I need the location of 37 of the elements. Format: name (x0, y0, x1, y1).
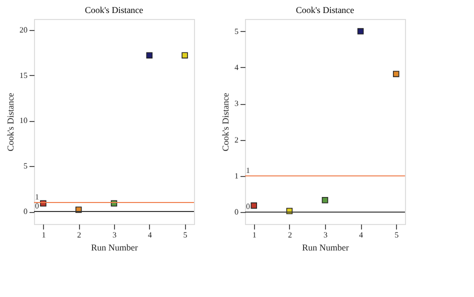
y-tick-label: 20 (20, 25, 28, 34)
x-axis-title: Run Number (302, 242, 349, 252)
y-axis-title: Cook's Distance (6, 92, 16, 152)
point (250, 202, 258, 209)
point (357, 28, 364, 34)
x-tick-label: 3 (112, 230, 116, 240)
ref-line-label: 0 (35, 202, 39, 211)
point (322, 197, 328, 204)
ref-line-label: 1 (246, 166, 250, 175)
x-tick-label: 4 (359, 230, 364, 240)
y-tick-label: 2 (234, 135, 238, 144)
y-tick-label: 0 (24, 207, 28, 216)
ref-line-label: 0 (246, 202, 250, 212)
y-tick-label: 5 (234, 26, 238, 36)
y-tick-label: 10 (20, 116, 28, 126)
y-tick-label: 5 (24, 162, 28, 171)
x-tick-label: 1 (252, 230, 256, 240)
ref-line-label: 1 (35, 192, 39, 202)
x-tick-label: 5 (394, 230, 399, 240)
x-tick-label: 5 (183, 230, 188, 240)
y-axis-title: Cook's Distance (220, 92, 230, 152)
chart-title: Cook's Distance (84, 5, 144, 15)
point (146, 52, 153, 58)
x-tick-label: 2 (77, 230, 82, 240)
x-axis-title: Run Number (91, 242, 138, 252)
x-tick-label: 3 (324, 230, 328, 240)
y-tick-label: 1 (234, 171, 238, 180)
x-tick-label: 4 (148, 230, 152, 240)
chart-title: Cook's Distance (296, 5, 354, 15)
y-tick-label: 3 (234, 99, 238, 108)
y-tick-label: 15 (20, 70, 28, 80)
y-tick-label: 4 (234, 62, 238, 72)
x-tick-label: 2 (288, 230, 292, 240)
x-tick-label: 1 (42, 230, 46, 240)
y-tick-label: 0 (234, 208, 238, 217)
point (392, 70, 400, 78)
point (182, 52, 188, 58)
